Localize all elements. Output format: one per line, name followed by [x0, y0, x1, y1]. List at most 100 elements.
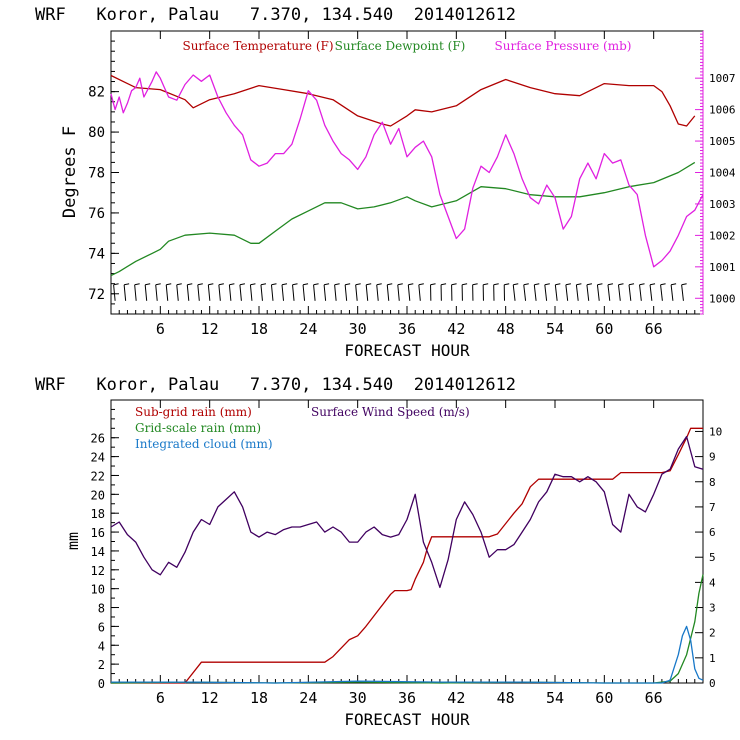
- wind-barb: [302, 284, 306, 301]
- x-tick-label-36: 36: [398, 320, 416, 338]
- wind-barb-feather: [239, 283, 246, 286]
- wind-barb: [270, 284, 274, 301]
- x-tick-label-66: 66: [645, 320, 663, 338]
- y-tick-label-6: 6: [98, 620, 105, 634]
- y2-tick-label-4: 4: [709, 576, 716, 589]
- wind-barb-feather: [324, 283, 330, 286]
- x-tick-label-24: 24: [299, 320, 317, 338]
- top-chart-title: WRF Koror, Palau 7.370, 134.540 20140126…: [35, 5, 516, 25]
- x-tick-label-6: 6: [156, 689, 165, 707]
- precipitation-panel: WRF Koror, Palau 7.370, 134.540 20140126…: [35, 375, 722, 729]
- x-tick-label-30: 30: [349, 689, 367, 707]
- x-tick-label-18: 18: [250, 689, 268, 707]
- wind-barb: [218, 284, 221, 301]
- wind-barb: [165, 284, 169, 301]
- wind-barb: [313, 284, 316, 301]
- wind-barb-feather: [565, 283, 571, 286]
- y-tick-label-80: 80: [88, 125, 105, 141]
- wind-barb-feather: [124, 283, 130, 286]
- wind-barb: [292, 284, 295, 301]
- wind-barb-feather: [229, 283, 235, 286]
- y2-tick-label-3: 3: [709, 602, 716, 615]
- wind-barb-feather: [334, 283, 340, 286]
- top-x-axis-label: FORECAST HOUR: [344, 341, 470, 360]
- x-tick-label-12: 12: [201, 689, 219, 707]
- x-tick-label-12: 12: [201, 320, 219, 338]
- wind-barb: [355, 284, 358, 301]
- x-tick-label-54: 54: [546, 320, 564, 338]
- wind-barb-feather: [302, 283, 309, 286]
- y-tick-label-12: 12: [91, 564, 105, 578]
- wind-barb-feather: [176, 283, 182, 286]
- wind-barb: [554, 284, 558, 301]
- wind-barb-feather: [671, 283, 677, 286]
- y2-tick-label-2: 2: [709, 627, 716, 640]
- wind-barb: [323, 284, 327, 301]
- y2-tick-label-0: 0: [709, 677, 716, 690]
- wind-barb: [397, 284, 400, 301]
- top-plot-frame: [110, 30, 704, 315]
- y2-tick-label-8: 8: [709, 476, 716, 489]
- wind-barb-feather: [628, 283, 635, 286]
- wind-barb-feather: [555, 283, 561, 286]
- wind-barb-feather: [544, 283, 550, 286]
- wind-barb-feather: [483, 283, 489, 286]
- x-tick-label-42: 42: [447, 320, 465, 338]
- series-line-surface-dewpoint-f-: [110, 161, 696, 277]
- wind-barb: [239, 284, 242, 301]
- wind-barb: [660, 284, 663, 301]
- wind-barb-feather: [639, 283, 645, 286]
- y2-tick-label-1001: 1001: [709, 261, 736, 274]
- y2-tick-label-5: 5: [709, 551, 716, 564]
- wind-barb-feather: [440, 283, 447, 286]
- wind-barb: [123, 284, 127, 301]
- top-y-axis-label: Degrees F: [60, 126, 80, 218]
- wind-barb-feather: [366, 283, 372, 286]
- wind-barb-feather: [166, 283, 172, 286]
- wind-barb-feather: [462, 283, 468, 286]
- wind-barb: [649, 284, 653, 301]
- wind-barb-feather: [345, 283, 351, 286]
- wind-barb: [186, 284, 190, 301]
- series-line-surface-temperature-f-: [110, 74, 696, 127]
- bottom-chart-title: WRF Koror, Palau 7.370, 134.540 20140126…: [35, 375, 516, 395]
- wind-barb: [344, 284, 348, 301]
- y-tick-label-18: 18: [91, 507, 105, 521]
- legend-surface-pressure: Surface Pressure (mb): [495, 39, 632, 53]
- wind-barb-feather: [681, 283, 687, 286]
- y-tick-label-24: 24: [91, 451, 105, 465]
- y-tick-label-22: 22: [91, 469, 105, 483]
- wind-barb: [512, 284, 516, 301]
- wind-barb: [586, 284, 590, 301]
- wind-barb-feather: [218, 283, 224, 286]
- y2-tick-label-1004: 1004: [709, 167, 736, 180]
- bottom-x-axis-label: FORECAST HOUR: [344, 710, 470, 729]
- series-line-surface-pressure-mb-: [110, 71, 704, 268]
- y-tick-label-14: 14: [91, 545, 105, 559]
- bottom-y-axis-label: mm: [64, 532, 82, 550]
- wind-barb-feather: [397, 283, 403, 286]
- y2-tick-label-1000: 1000: [709, 292, 736, 305]
- wind-barb-feather: [660, 283, 666, 286]
- wind-barb: [670, 284, 674, 301]
- wind-barb-feather: [513, 283, 519, 286]
- wind-barb: [155, 284, 158, 301]
- wind-barb: [565, 284, 569, 301]
- wind-barb: [617, 284, 621, 301]
- wind-barb: [376, 284, 379, 301]
- y2-tick-label-1: 1: [709, 652, 716, 665]
- wind-barb-feather: [493, 283, 499, 286]
- x-tick-label-60: 60: [595, 689, 613, 707]
- wind-barb: [407, 284, 411, 301]
- y-tick-label-4: 4: [98, 639, 105, 653]
- wind-barb: [544, 284, 548, 301]
- y-tick-label-20: 20: [91, 488, 105, 502]
- y-tick-label-74: 74: [88, 246, 105, 262]
- wind-barb: [607, 284, 611, 301]
- y-tick-label-76: 76: [88, 206, 105, 222]
- wind-barb: [134, 284, 137, 301]
- wind-barb-feather: [113, 283, 119, 286]
- y-tick-label-16: 16: [91, 526, 105, 540]
- wind-barb: [260, 284, 263, 301]
- wind-barb: [281, 284, 285, 301]
